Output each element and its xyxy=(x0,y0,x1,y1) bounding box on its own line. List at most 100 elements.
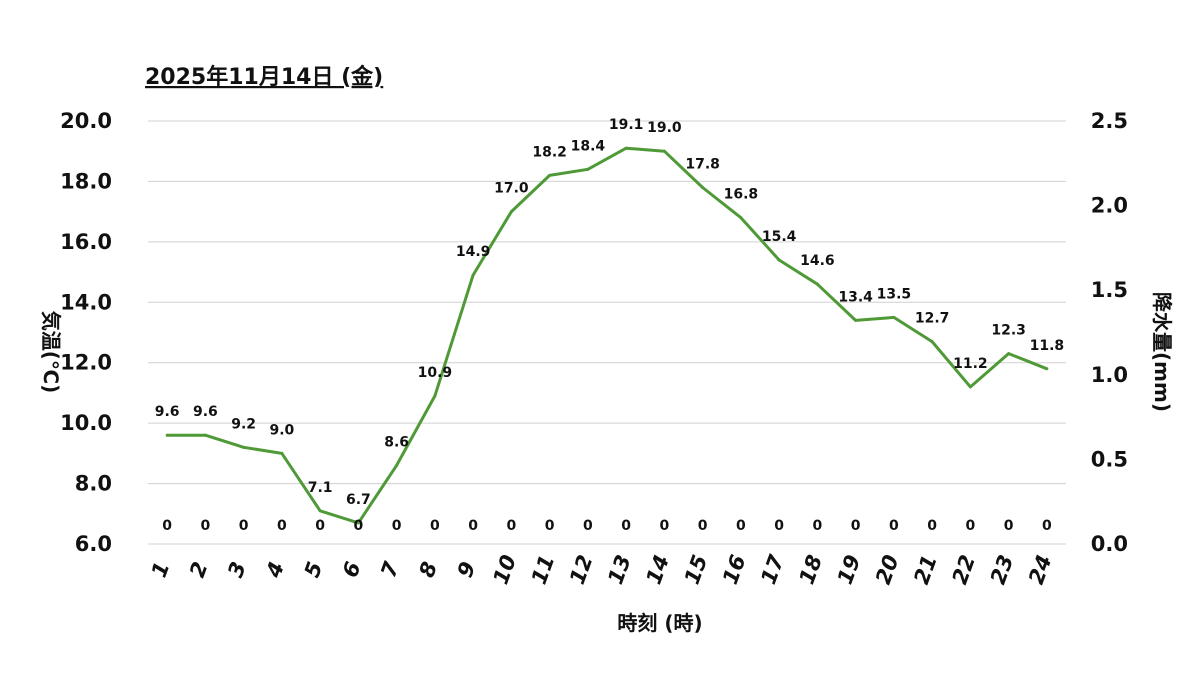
precipitation-data-label: 0 xyxy=(1004,518,1014,534)
temperature-point xyxy=(1045,367,1049,371)
temperature-point xyxy=(624,146,628,150)
temperature-data-label: 17.8 xyxy=(685,156,720,172)
temperature-data-label: 14.9 xyxy=(456,244,491,260)
temperature-data-label: 9.0 xyxy=(269,422,294,438)
y-tick-label: 8.0 xyxy=(75,472,112,496)
temperature-point xyxy=(586,167,590,171)
temperature-data-label: 9.6 xyxy=(193,404,218,420)
temperature-point xyxy=(854,318,858,322)
temperature-data-label: 12.7 xyxy=(915,311,950,327)
y-axis-ticks: 6.0 8.0 10.0 12.0 14.0 16.0 18.0 20.0 xyxy=(60,109,112,556)
temperature-data-label: 18.4 xyxy=(571,138,606,154)
x-tick-label: 12 xyxy=(565,552,598,588)
x-tick-label: 1 xyxy=(147,559,175,581)
precipitation-data-label: 0 xyxy=(621,518,631,534)
temperature-data-label: 11.8 xyxy=(1030,338,1065,354)
temperature-data-label: 12.3 xyxy=(991,323,1026,339)
y2-tick-label: 1.0 xyxy=(1091,363,1128,387)
precipitation-data-label: 0 xyxy=(430,518,440,534)
precipitation-data-label: 0 xyxy=(660,518,670,534)
temperature-point xyxy=(892,315,896,319)
temperature-data-label: 10.9 xyxy=(418,365,453,381)
y-tick-label: 10.0 xyxy=(60,411,112,435)
temperature-point xyxy=(1007,352,1011,356)
temperature-data-label: 19.1 xyxy=(609,117,644,133)
precipitation-data-label: 0 xyxy=(354,518,364,534)
x-tick-label: 22 xyxy=(948,552,981,588)
x-axis-label: 時刻 (時) xyxy=(617,611,702,635)
precipitation-data-label: 0 xyxy=(774,518,784,534)
temperature-data-label: 7.1 xyxy=(308,480,333,496)
y-tick-label: 6.0 xyxy=(75,532,112,556)
temperature-data-label: 14.6 xyxy=(800,253,835,269)
data-labels: 9.6 9.6 9.2 9.0 7.1 6.7 8.6 10.9 14.9 17.0 18.2 18.… xyxy=(155,117,1064,534)
x-tick-label: 11 xyxy=(527,552,560,588)
y2-tick-label: 1.5 xyxy=(1091,278,1128,302)
x-tick-label: 9 xyxy=(453,559,481,581)
y-tick-label: 20.0 xyxy=(60,109,112,133)
x-tick-label: 3 xyxy=(223,559,251,581)
x-tick-label: 24 xyxy=(1024,552,1057,588)
temperature-point xyxy=(433,394,437,398)
y-tick-label: 16.0 xyxy=(60,230,112,254)
temperature-point xyxy=(815,282,819,286)
x-tick-label: 10 xyxy=(489,552,522,588)
temperature-point xyxy=(777,258,781,262)
precipitation-data-label: 0 xyxy=(392,518,402,534)
temperature-data-label: 18.2 xyxy=(532,144,567,160)
temperature-point xyxy=(701,185,705,189)
temperature-line xyxy=(167,146,1048,525)
precipitation-data-label: 0 xyxy=(966,518,976,534)
y2-tick-label: 2.5 xyxy=(1091,109,1128,133)
y2-tick-label: 0.0 xyxy=(1091,532,1128,556)
precipitation-data-label: 0 xyxy=(583,518,593,534)
x-tick-label: 13 xyxy=(603,552,636,588)
temperature-point xyxy=(739,216,743,220)
precipitation-data-label: 0 xyxy=(545,518,555,534)
temperature-point xyxy=(968,385,972,389)
series-group xyxy=(165,146,1049,525)
chart-title: 2025年11月14日 (金) xyxy=(145,64,383,90)
temperature-point xyxy=(318,509,322,513)
x-axis-ticks: 1 2 3 4 5 6 7 8 9 10 11 12 13 14 15 16 17 18 19 20 21 22 23 24 xyxy=(147,551,1057,587)
precipitation-data-label: 0 xyxy=(927,518,937,534)
temperature-data-label: 15.4 xyxy=(762,229,797,245)
temperature-point xyxy=(395,463,399,467)
temperature-point xyxy=(356,521,360,525)
x-tick-label: 7 xyxy=(376,558,404,580)
temperature-point xyxy=(242,445,246,449)
x-tick-label: 4 xyxy=(261,559,289,582)
x-tick-label: 23 xyxy=(986,552,1019,588)
precipitation-data-label: 0 xyxy=(507,518,517,534)
x-tick-label: 15 xyxy=(680,552,713,588)
precipitation-data-label: 0 xyxy=(239,518,249,534)
precipitation-data-label: 0 xyxy=(698,518,708,534)
y2-tick-label: 2.0 xyxy=(1091,194,1128,218)
temperature-point xyxy=(662,149,666,153)
temperature-data-label: 11.2 xyxy=(953,356,988,372)
x-tick-label: 5 xyxy=(300,559,328,581)
precipitation-data-label: 0 xyxy=(468,518,478,534)
temperature-data-label: 9.6 xyxy=(155,404,180,420)
x-tick-label: 6 xyxy=(338,559,366,581)
y-tick-label: 14.0 xyxy=(60,290,112,314)
precipitation-data-label: 0 xyxy=(1042,518,1052,534)
y2-tick-label: 0.5 xyxy=(1091,447,1128,471)
temperature-point xyxy=(930,340,934,344)
x-tick-label: 20 xyxy=(871,552,904,588)
precipitation-data-label: 0 xyxy=(201,518,211,534)
precipitation-data-label: 0 xyxy=(889,518,899,534)
x-tick-label: 21 xyxy=(909,552,942,588)
temperature-point xyxy=(165,433,169,437)
temperature-point xyxy=(471,273,475,277)
temperature-data-label: 17.0 xyxy=(494,181,529,197)
precipitation-data-label: 0 xyxy=(315,518,325,534)
x-tick-label: 8 xyxy=(415,559,443,581)
temperature-point xyxy=(280,451,284,455)
x-tick-label: 2 xyxy=(185,559,213,581)
precipitation-data-label: 0 xyxy=(162,518,172,534)
x-tick-label: 18 xyxy=(795,552,828,588)
x-tick-label: 16 xyxy=(718,552,751,588)
y2-axis-label: 降水量(mm) xyxy=(1150,292,1174,412)
